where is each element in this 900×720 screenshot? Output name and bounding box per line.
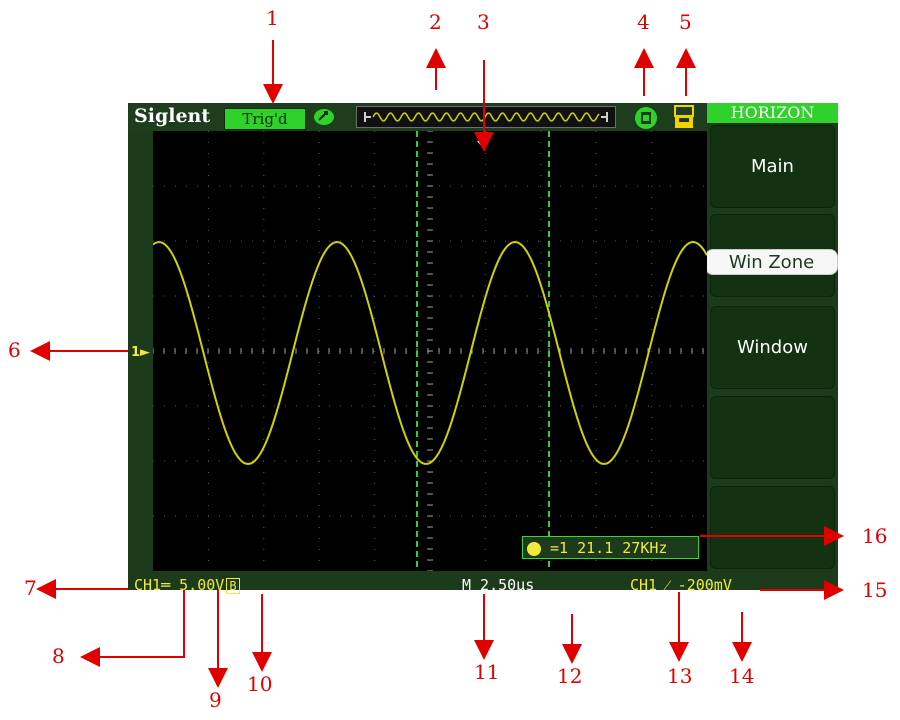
waveform-plot xyxy=(152,130,708,572)
main-timebase-readout: M 2.50μs xyxy=(462,576,535,594)
menu-title: HORIZON xyxy=(707,103,838,123)
callout-label-9: 9 xyxy=(209,688,222,712)
callout-label-5: 5 xyxy=(679,10,692,34)
menu-button-label: Win Zone xyxy=(728,251,815,273)
menu-button-label: Main xyxy=(751,156,794,177)
ch1-ground-marker: 1► xyxy=(131,345,151,360)
window-timebase-readout: W 500ns xyxy=(556,596,620,614)
trigger-readout: CH1 ⁄ -200mV xyxy=(630,576,732,594)
callout-label-1: 1 xyxy=(266,6,279,30)
menu-button-label: Window xyxy=(737,337,808,358)
usb-icon xyxy=(314,109,334,125)
callout-arrow-8 xyxy=(80,590,185,667)
frequency-readout: =1 21.1 27KHz xyxy=(522,536,699,559)
memory-position-bar xyxy=(356,106,616,128)
callout-label-11: 11 xyxy=(474,660,500,684)
callout-label-16: 16 xyxy=(862,524,888,548)
callout-label-4: 4 xyxy=(637,10,650,34)
callout-label-3: 3 xyxy=(477,10,490,34)
bandwidth-limit-badge: B xyxy=(226,578,240,594)
menu-button-main[interactable]: Main xyxy=(710,125,835,208)
callout-label-6: 6 xyxy=(8,338,21,362)
lock-icon xyxy=(674,105,694,128)
callout-label-13: 13 xyxy=(667,664,693,688)
main-position-readout: M Pos:0.00μs xyxy=(658,596,767,614)
frequency-icon xyxy=(527,541,541,556)
callout-label-15: 15 xyxy=(862,578,888,602)
printer-icon xyxy=(635,107,657,129)
menu-button-window[interactable]: Window xyxy=(710,306,835,389)
ch1-trace xyxy=(152,240,708,465)
menu-button-empty-5[interactable] xyxy=(710,486,835,569)
frequency-value: =1 21.1 27KHz xyxy=(550,539,668,557)
dc-coupling-icon: ═ xyxy=(161,576,171,594)
callout-label-2: 2 xyxy=(429,10,442,34)
callout-label-8: 8 xyxy=(52,644,65,668)
ch1-scale-readout: CH1═ 5.00V B xyxy=(134,576,240,594)
callout-label-14: 14 xyxy=(729,664,755,688)
trigger-status-badge: Trig'd xyxy=(224,108,306,130)
callout-label-7: 7 xyxy=(24,576,37,600)
callout-label-10: 10 xyxy=(247,672,273,696)
ch1-volts: 5.00V xyxy=(179,576,225,594)
menu-button-empty-4[interactable] xyxy=(710,396,835,479)
ch1-label: CH1 xyxy=(134,576,162,594)
memory-waveform-icon xyxy=(364,112,608,122)
callout-label-12: 12 xyxy=(557,664,583,688)
menu-button-win-zone[interactable]: Win Zone xyxy=(705,249,838,275)
waveform-screen xyxy=(152,130,708,572)
brand-label: Siglent xyxy=(134,105,211,127)
